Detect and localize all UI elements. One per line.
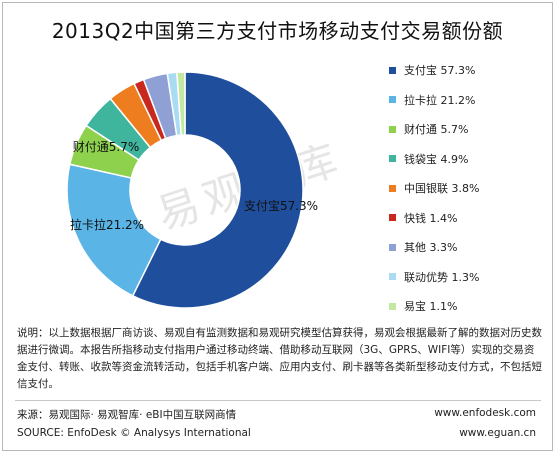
legend-swatch (389, 302, 396, 310)
legend-label: 拉卡拉 21.2% (404, 93, 476, 107)
legend-item-6: 其他 3.3% (389, 240, 457, 254)
pie-slice-8 (176, 71, 186, 136)
legend-swatch (389, 96, 396, 103)
legend-label: 钱袋宝 4.9% (404, 152, 469, 166)
legend-item-1: 拉卡拉 21.2% (389, 93, 475, 107)
legend-label: 易宝 1.1% (404, 300, 458, 313)
legend-swatch (389, 125, 396, 133)
legend-label: 财付通 5.7% (404, 123, 469, 136)
slice-label-1: 拉卡拉21.2% (70, 217, 144, 232)
legend-swatch (389, 66, 396, 74)
legend-label: 联动优势 1.3% (404, 270, 480, 284)
chart-title: 2013Q2中国第三方支付市场移动支付交易额份额 (51, 19, 504, 43)
source-url-enfodesk: www.enfodesk.com (434, 407, 536, 419)
source-url-eguan: www.eguan.cn (459, 427, 536, 439)
legend-swatch (389, 155, 396, 162)
source-en: SOURCE: EnfoDesk © Analysys Internationa… (17, 427, 251, 439)
donut-chart: 支付宝57.3% 拉卡拉21.2% 财付通5.7% (66, 71, 318, 309)
legend-swatch (389, 273, 396, 280)
legend-label: 支付宝 57.3% (404, 64, 476, 77)
pie-slice-1 (66, 163, 162, 297)
chart-note: 说明：以上数据根据厂商访谈、易观自有监测数据和易观研究模型估算获得，易观会根据最… (17, 327, 542, 390)
legend-item-2: 财付通 5.7% (389, 122, 468, 136)
legend-item-3: 钱袋宝 4.9% (389, 152, 468, 166)
legend-swatch (389, 243, 396, 251)
legend-label: 其他 3.3% (404, 241, 458, 254)
legend-item-5: 快钱 1.4% (389, 211, 457, 225)
legend-item-0: 支付宝 57.3% (389, 63, 475, 77)
pie-slice-0 (131, 71, 304, 309)
source-cn: 来源：易观国际· 易观智库· eBI中国互联网商情 (17, 409, 237, 421)
slice-label-0: 支付宝57.3% (244, 199, 318, 213)
legend-swatch (389, 214, 396, 221)
legend-swatch (389, 184, 396, 192)
legend-label: 快钱 1.4% (404, 211, 458, 225)
legend-item-4: 中国银联 3.8% (389, 181, 479, 195)
slice-label-2: 财付通5.7% (73, 140, 140, 154)
legend-item-8: 易宝 1.1% (389, 299, 457, 313)
legend-label: 中国银联 3.8% (404, 182, 480, 195)
legend-item-7: 联动优势 1.3% (389, 270, 479, 284)
divider (15, 400, 541, 401)
